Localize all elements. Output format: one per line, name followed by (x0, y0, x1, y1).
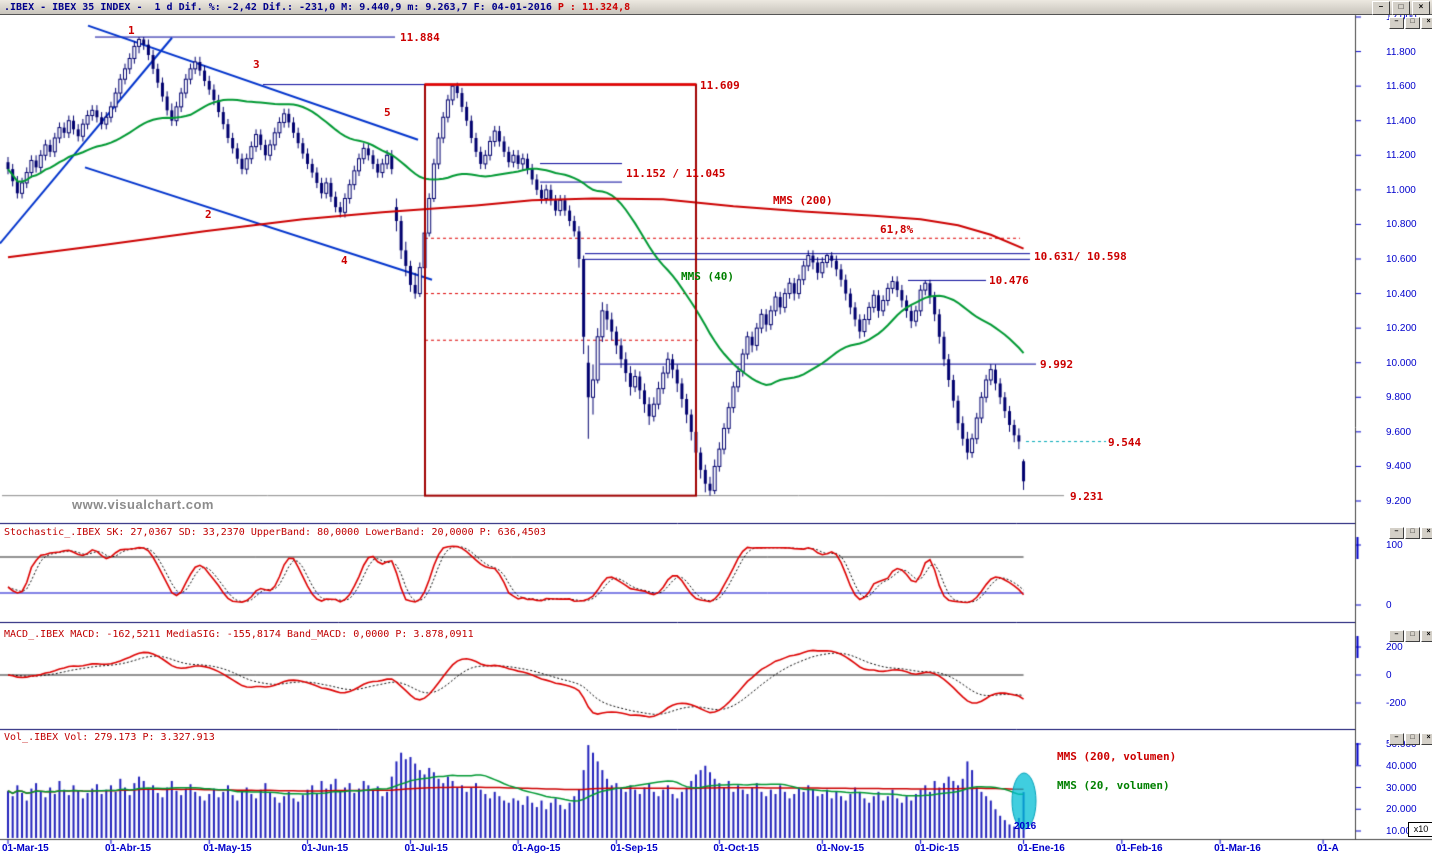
window-close-button[interactable]: × (1412, 1, 1430, 15)
volume-panel-minimize-button[interactable]: – (1389, 733, 1404, 745)
stochastic-info-line: Stochastic_.IBEX SK: 27,0367 SD: 33,2370… (4, 527, 546, 538)
macd-panel-restore-button[interactable]: □ (1405, 630, 1420, 642)
year-2016-label: 2016 (1014, 821, 1037, 832)
main-panel-controls: – □ × (1389, 17, 1432, 29)
window-restore-button[interactable]: □ (1392, 1, 1410, 15)
watermark: www.visualchart.com (72, 497, 214, 512)
main-panel-minimize-button[interactable]: – (1389, 17, 1404, 29)
window-title-price: P : 11.324,8 (557, 1, 631, 13)
stochastic-panel-controls: – □ × (1389, 527, 1432, 539)
macd-panel-close-button[interactable]: × (1421, 630, 1432, 642)
stochastic-panel-restore-button[interactable]: □ (1405, 527, 1420, 539)
volume-panel-close-button[interactable]: × (1421, 733, 1432, 745)
window-minimize-button[interactable]: – (1372, 1, 1390, 15)
volume-axis-multiplier: x10 (1408, 822, 1432, 837)
macd-panel-minimize-button[interactable]: – (1389, 630, 1404, 642)
window-title: .IBEX - IBEX 35 INDEX - 1 d Dif. %: -2,4… (4, 1, 558, 13)
main-panel-close-button[interactable]: × (1421, 17, 1432, 29)
macd-info-line: MACD_.IBEX MACD: -162,5211 MediaSIG: -15… (4, 629, 474, 640)
window-titlebar[interactable]: .IBEX - IBEX 35 INDEX - 1 d Dif. %: -2,4… (0, 0, 1432, 15)
main-panel-restore-button[interactable]: □ (1405, 17, 1420, 29)
volume-panel-restore-button[interactable]: □ (1405, 733, 1420, 745)
macd-panel-controls: – □ × (1389, 630, 1432, 642)
volume-info-line: Vol_.IBEX Vol: 279.173 P: 3.327.913 (4, 732, 215, 743)
stochastic-panel-minimize-button[interactable]: – (1389, 527, 1404, 539)
stochastic-panel-close-button[interactable]: × (1421, 527, 1432, 539)
volume-panel-controls: – □ × (1389, 733, 1432, 745)
window-controls: – □ × (1372, 1, 1430, 15)
